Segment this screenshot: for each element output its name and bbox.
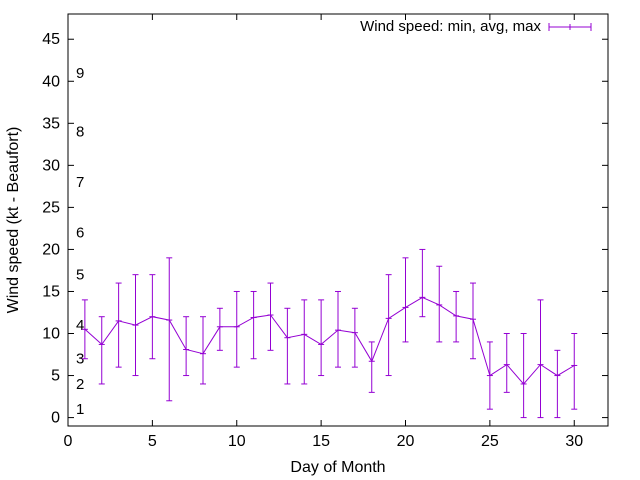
y-tick-label: 10: [42, 326, 60, 343]
y-tick-label: 40: [42, 73, 60, 90]
x-tick-label: 5: [148, 433, 157, 450]
beaufort-label: 9: [76, 65, 84, 82]
series-wind-speed: [81, 248, 578, 419]
y-tick-label: 45: [42, 31, 60, 48]
x-tick-label: 10: [228, 433, 246, 450]
axis-ticks: [67, 14, 608, 426]
beaufort-scale-labels: 1 2 3 4 5 6 7 8 9: [76, 65, 84, 418]
y-tick-label: 30: [42, 157, 60, 174]
x-tick-label: 0: [64, 433, 73, 450]
x-tick-label: 30: [565, 433, 583, 450]
y-tick-label: 25: [42, 199, 60, 216]
beaufort-label: 6: [76, 225, 84, 242]
beaufort-label: 1: [76, 401, 84, 418]
y-tick-label: 20: [42, 241, 60, 258]
beaufort-label: 3: [76, 351, 84, 368]
beaufort-label: 8: [76, 124, 84, 141]
beaufort-label: 2: [76, 376, 84, 393]
y-tick-label: 0: [51, 410, 60, 427]
beaufort-label: 7: [76, 174, 84, 191]
plot-frame: [67, 13, 609, 427]
y-tick-label: 35: [42, 115, 60, 132]
x-tick-label: 20: [397, 433, 415, 450]
x-axis-title: Day of Month: [290, 459, 385, 476]
y-axis-title: Wind speed (kt - Beaufort): [5, 127, 22, 314]
x-tick-label: 25: [481, 433, 499, 450]
y-tick-label: 5: [51, 368, 60, 385]
beaufort-label: 5: [76, 267, 84, 284]
x-tick-label: 15: [312, 433, 330, 450]
series-line: [84, 296, 575, 385]
legend: Wind speed: min, avg, max: [360, 18, 592, 35]
beaufort-label: 4: [76, 317, 84, 334]
legend-label: Wind speed: min, avg, max: [360, 18, 541, 35]
y-tick-label: 15: [42, 283, 60, 300]
